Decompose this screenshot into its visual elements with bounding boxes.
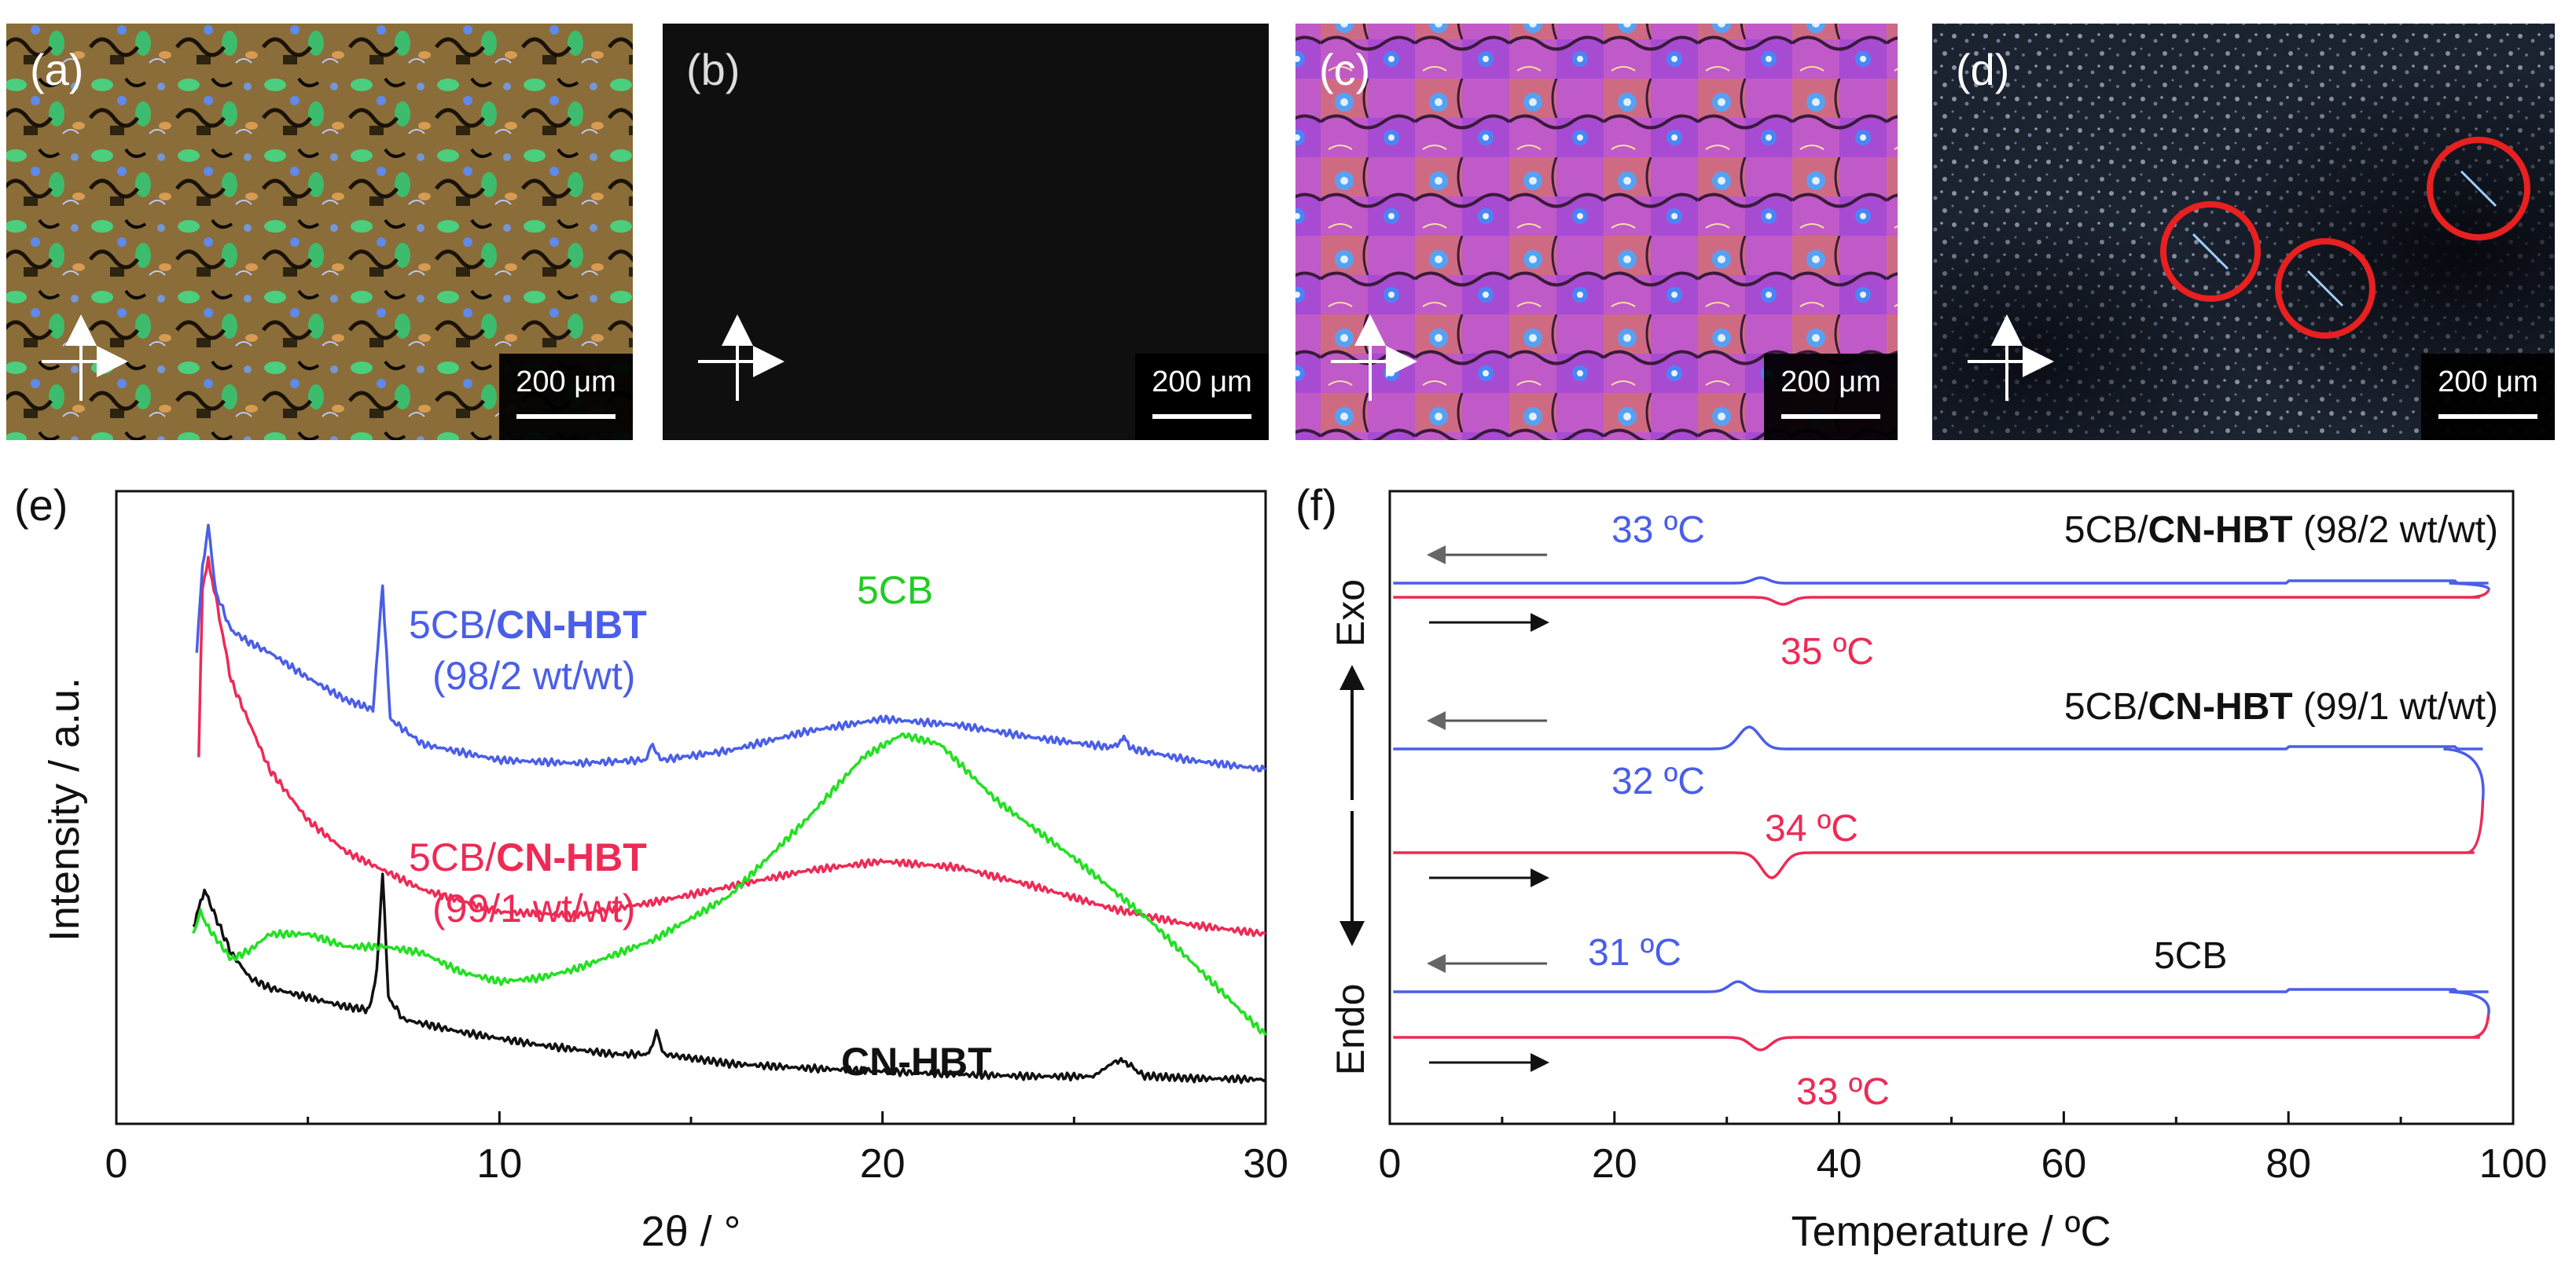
micrograph-label: (c) [1319, 45, 1370, 94]
scale-bar-box [499, 354, 633, 440]
dsc-heating-turn [2472, 1014, 2490, 1039]
dsc-series-group: 33 ºC 35 ºC 5CB/CN-HBT (98/2 wt/wt) 32 ºC 34… [1393, 509, 2498, 1113]
scale-bar-box [1764, 354, 1898, 440]
dsc-heating-curve [1393, 851, 2475, 879]
dsc-cooling-peak-label: 31 ºC [1588, 932, 1681, 974]
scale-bar-label: 200 μm [1152, 365, 1252, 398]
xrd-annot-5cb: 5CB [857, 568, 933, 612]
xrd-x-ticks: 0 10 20 30 [105, 1111, 1288, 1187]
xrd-series-green [191, 732, 1267, 1037]
dsc-axis-gap [1341, 800, 1363, 811]
xrd-annot-99-1-line1: 5CB/CN-HBT [409, 835, 647, 879]
red-circle-marker [2275, 238, 2376, 339]
scale-bar-box [1135, 354, 1269, 440]
panel-label-e: (e) [14, 480, 68, 530]
needle-crystal [2192, 233, 2229, 270]
micrograph-d: (d) 200 μm [1932, 24, 2555, 440]
dsc-curve-group: 31 ºC 33 ºC 5CB [1393, 932, 2490, 1113]
dsc-sample-label-plain: 5CB [2154, 935, 2227, 977]
xrd-annot-98-2-plain: 5CB/ [409, 603, 496, 647]
xrd-x-tick-label: 30 [1243, 1141, 1288, 1187]
scale-bar-label: 200 μm [1780, 365, 1881, 398]
scale-bar-label: 200 μm [516, 365, 616, 398]
dsc-x-axis-label: Temperature / ºC [1791, 1208, 2111, 1255]
xrd-x-tick-label: 10 [476, 1141, 522, 1187]
dsc-cooling-turn [2443, 747, 2485, 802]
dsc-cooling-curve [1393, 576, 2489, 585]
xrd-annot-cn-hbt: CN-HBT [841, 1040, 992, 1084]
xrd-series-group [191, 523, 1267, 1085]
needle-crystal [2306, 270, 2344, 307]
dsc-x-tick-label: 100 [2479, 1141, 2548, 1187]
xrd-x-tick-label: 20 [860, 1141, 906, 1187]
dsc-heating-peak-label: 35 ºC [1780, 631, 1874, 673]
micrograph-a: (a) 200 μm [6, 24, 633, 440]
red-circle-marker [2160, 201, 2261, 302]
needle-crystal [2460, 170, 2497, 207]
dsc-sample-label-bold: CN-HBT [2148, 509, 2293, 551]
dsc-x-tick-label: 60 [2041, 1141, 2086, 1187]
dsc-panel: (f) 33 ºC 35 ºC 5CB/CN-HBT (98/2 wt/wt) 32 … [1295, 480, 2547, 1255]
dsc-curve-group: 32 ºC 34 ºC 5CB/CN-HBT (99/1 wt/wt) [1393, 686, 2498, 887]
dsc-endo-label: Endo [1328, 984, 1373, 1076]
xrd-annot-99-1-plain: 5CB/ [409, 835, 496, 879]
dsc-cooling-peak-label: 33 ºC [1611, 509, 1705, 551]
xrd-annot-99-1-line2: (99/1 wt/wt) [432, 886, 635, 930]
xrd-annot-99-1-bold: CN-HBT [496, 835, 647, 879]
xrd-series-blue [195, 523, 1267, 773]
xrd-annot-98-2-line1: 5CB/CN-HBT [409, 603, 647, 647]
dsc-exo-label: Exo [1328, 579, 1373, 647]
dsc-sample-label-plain: 5CB/ [2064, 686, 2148, 728]
micrograph-row: (a) 200 μm (b) 200 μm (c) 200 μm (d) 200 μm [6, 24, 2555, 440]
dsc-x-tick-label: 40 [1817, 1141, 1862, 1187]
dsc-x-tick-label: 20 [1592, 1141, 1637, 1187]
xrd-x-axis-label: 2θ / ° [641, 1208, 741, 1255]
scale-bar-label: 200 μm [2438, 365, 2538, 398]
dsc-heating-curve [1393, 596, 2480, 606]
dsc-heating-turn [2466, 800, 2485, 854]
xrd-series-red [197, 556, 1266, 938]
dsc-heating-peak-label: 33 ºC [1796, 1071, 1890, 1113]
xrd-panel: (e) 0 10 20 30 Intensity / a.u. 2θ / ° 5CB/… [14, 480, 1288, 1255]
dsc-cooling-turn [2449, 990, 2490, 1015]
xrd-annot-98-2-line2: (98/2 wt/wt) [432, 654, 635, 698]
micrograph-label: (d) [1956, 45, 2009, 94]
xrd-plot-frame [115, 490, 1267, 1125]
micrograph-b: (b) 200 μm [663, 24, 1269, 440]
dsc-sample-label-bold: CN-HBT [2148, 686, 2293, 728]
dsc-sample-label-plain: 5CB/ [2064, 509, 2148, 551]
panel-label-f: (f) [1295, 480, 1337, 530]
scale-bar-box [2421, 354, 2555, 440]
red-circle-marker [2427, 137, 2530, 240]
dsc-sample-label: 5CB [2154, 935, 2227, 977]
dsc-sample-label: 5CB/CN-HBT (99/1 wt/wt) [2064, 686, 2498, 728]
dsc-cooling-peak-label: 32 ºC [1611, 761, 1705, 802]
dsc-sample-label-tail: (99/1 wt/wt) [2293, 686, 2498, 728]
dsc-heating-peak-label: 34 ºC [1765, 808, 1858, 850]
micrograph-label: (b) [686, 45, 740, 94]
xrd-annot-98-2-bold: CN-HBT [496, 603, 647, 647]
dsc-cooling-curve [1393, 980, 2489, 993]
dsc-x-tick-label: 80 [2265, 1141, 2311, 1187]
dsc-x-ticks: 0 20 40 60 80 100 [1379, 1111, 2548, 1187]
dsc-cooling-curve [1393, 725, 2483, 751]
dsc-curve-group: 33 ºC 35 ºC 5CB/CN-HBT (98/2 wt/wt) [1393, 509, 2498, 673]
dsc-sample-label: 5CB/CN-HBT (98/2 wt/wt) [2064, 509, 2498, 551]
dsc-sample-label-tail: (98/2 wt/wt) [2293, 509, 2498, 551]
dsc-plot-frame [1388, 490, 2515, 1125]
xrd-series-black [192, 872, 1267, 1085]
dsc-x-tick-label: 0 [1379, 1141, 1402, 1187]
xrd-x-tick-label: 0 [105, 1141, 128, 1187]
micrograph-label: (a) [30, 45, 83, 94]
micrograph-c: (c) 200 μm [1295, 24, 1898, 440]
xrd-y-axis-label: Intensity / a.u. [41, 677, 88, 941]
dsc-heating-curve [1393, 1036, 2480, 1052]
